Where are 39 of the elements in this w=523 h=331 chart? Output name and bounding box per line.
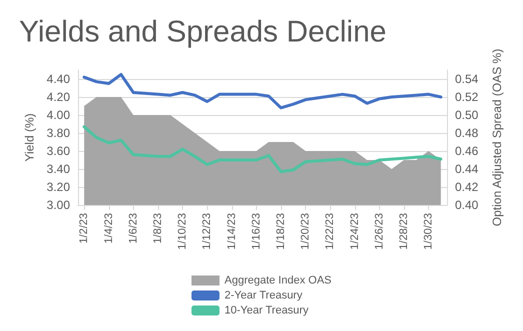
x-tick-label: 1/28/23 bbox=[398, 213, 410, 250]
y2-tick-label: 0.44 bbox=[455, 162, 479, 176]
y-tick-label: 4.40 bbox=[46, 72, 70, 86]
x-tick-label: 1/18/23 bbox=[274, 213, 287, 250]
y2-tick-label: 0.50 bbox=[455, 108, 479, 122]
y2-axis-title: Option Adjusted Spread (OAS %) bbox=[490, 48, 504, 226]
y-tick-label: 4.20 bbox=[46, 90, 70, 104]
y-tick-label: 3.60 bbox=[46, 144, 70, 158]
chart-title: Yields and Spreads Decline bbox=[19, 16, 386, 48]
y2-tick-label: 0.52 bbox=[455, 90, 479, 104]
line-series bbox=[82, 73, 442, 110]
x-tick-label: 1/22/23 bbox=[324, 213, 336, 250]
legend-label: 10-Year Treasury bbox=[224, 304, 309, 316]
y2-tick-label: 0.40 bbox=[455, 198, 479, 212]
y-axis-title: Yield (%) bbox=[22, 113, 37, 162]
x-tick-label: 1/24/23 bbox=[348, 213, 361, 250]
x-tick-label: 1/2/23 bbox=[78, 213, 90, 244]
x-tick-label: 1/12/23 bbox=[201, 213, 214, 250]
x-tick-label: 1/20/23 bbox=[300, 213, 312, 250]
legend-label: Aggregate Index OAS bbox=[224, 274, 332, 286]
line-series bbox=[82, 125, 442, 174]
y-tick-label: 3.40 bbox=[46, 162, 70, 176]
x-tick-label: 1/30/23 bbox=[422, 213, 435, 250]
y-tick-label: 3.00 bbox=[46, 198, 70, 212]
x-tick-label: 1/14/23 bbox=[226, 213, 238, 250]
y-tick-label: 3.80 bbox=[46, 126, 70, 140]
x-tick-label: 1/4/23 bbox=[102, 213, 115, 244]
y2-tick-label: 0.42 bbox=[455, 180, 479, 194]
x-tick-label: 1/8/23 bbox=[152, 213, 164, 244]
y-tick-label: 3.20 bbox=[46, 180, 70, 194]
x-tick-label: 1/26/23 bbox=[373, 213, 386, 250]
y2-tick-label: 0.54 bbox=[455, 72, 479, 86]
x-tick-label: 1/10/23 bbox=[176, 213, 189, 250]
y2-tick-label: 0.48 bbox=[455, 126, 479, 140]
x-tick-label: 1/16/23 bbox=[250, 213, 262, 250]
x-tick-label: 1/6/23 bbox=[127, 213, 140, 244]
legend-label: 2-Year Treasury bbox=[224, 290, 303, 302]
y2-tick-label: 0.46 bbox=[455, 144, 479, 158]
y-tick-label: 4.00 bbox=[46, 108, 70, 122]
